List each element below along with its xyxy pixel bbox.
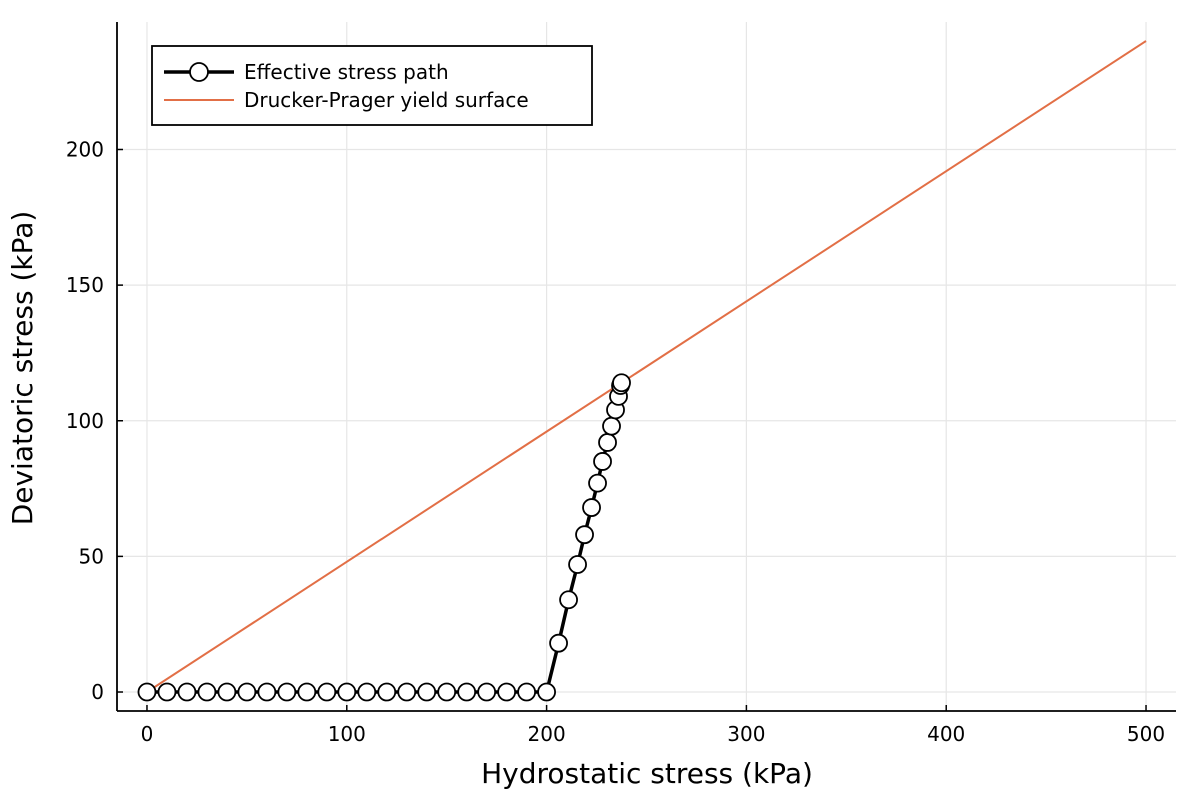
data-point [257, 682, 277, 702]
y-tick-label: 100 [66, 409, 104, 433]
x-tick-label: 200 [528, 722, 566, 746]
data-point [237, 682, 257, 702]
data-point [397, 682, 417, 702]
data-point [612, 373, 631, 393]
y-tick-label: 200 [66, 137, 104, 161]
data-point [559, 590, 578, 610]
data-point [137, 682, 157, 702]
data-point [549, 633, 568, 653]
y-tick-label: 50 [79, 544, 104, 568]
data-point [517, 682, 537, 702]
y-tick-label: 150 [66, 273, 104, 297]
legend-label: Effective stress path [244, 60, 449, 84]
x-tick-label: 300 [727, 722, 765, 746]
legend-box [151, 45, 593, 126]
data-point [157, 682, 177, 702]
data-point [197, 682, 217, 702]
legend-label: Drucker-Prager yield surface [244, 88, 529, 112]
x-axis-label: Hydrostatic stress (kPa) [481, 757, 813, 790]
data-point [575, 525, 594, 545]
legend: Effective stress path Drucker-Prager yiel… [151, 45, 593, 126]
data-point [357, 682, 377, 702]
data-point [593, 452, 612, 471]
data-point [337, 682, 357, 702]
data-point [437, 682, 457, 702]
x-tick-label: 500 [1127, 722, 1165, 746]
data-point [297, 682, 317, 702]
data-point [417, 682, 437, 702]
data-point [457, 682, 477, 702]
x-tick-label: 0 [141, 722, 154, 746]
y-tick-label: 0 [91, 680, 104, 704]
data-point [177, 682, 197, 702]
data-point [497, 682, 517, 702]
axes: 0 100 200 300 400 500 0 50 100 150 200 [66, 22, 1176, 746]
x-tick-label: 400 [927, 722, 965, 746]
data-point [602, 416, 621, 436]
stress-path-line [147, 382, 624, 694]
data-point [588, 473, 607, 493]
series-layer [137, 40, 1147, 702]
yield-surface-line [146, 40, 1147, 693]
data-point [217, 682, 237, 702]
data-point [598, 433, 617, 452]
data-point [277, 682, 297, 702]
data-point [317, 682, 337, 702]
x-tick-label: 100 [328, 722, 366, 746]
data-point [582, 498, 601, 517]
data-point [377, 682, 397, 702]
legend-marker [189, 62, 209, 82]
y-axis-label: Deviatoric stress (kPa) [6, 211, 39, 526]
data-point [537, 682, 556, 702]
data-point [477, 682, 497, 702]
data-point [568, 555, 587, 574]
